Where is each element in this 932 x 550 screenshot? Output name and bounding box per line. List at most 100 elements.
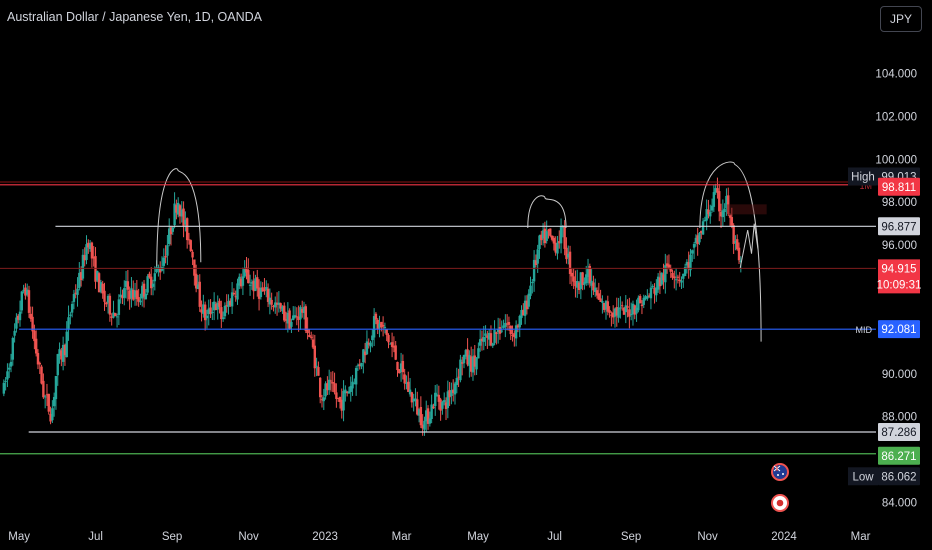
candle bbox=[238, 273, 241, 290]
candle bbox=[486, 330, 489, 349]
candle-body bbox=[212, 301, 216, 311]
currency-button[interactable]: JPY bbox=[880, 6, 922, 32]
x-tick-label[interactable]: May bbox=[8, 531, 30, 543]
candle bbox=[710, 198, 714, 213]
candle-body bbox=[509, 325, 512, 335]
x-tick-label[interactable]: Mar bbox=[851, 531, 871, 543]
candle bbox=[707, 199, 710, 219]
candle-body bbox=[274, 302, 277, 308]
candle-body bbox=[577, 282, 581, 290]
y-tick-label[interactable]: 102.000 bbox=[875, 111, 917, 123]
candle-body bbox=[604, 301, 608, 310]
current-price-label: 94.915 10:09:31 bbox=[877, 259, 921, 294]
y-tick-label[interactable]: 104.000 bbox=[875, 69, 917, 81]
x-tick-label[interactable]: Nov bbox=[697, 531, 718, 543]
x-tick-label[interactable]: Nov bbox=[238, 531, 259, 543]
candle bbox=[568, 245, 572, 285]
candle bbox=[4, 377, 7, 391]
x-tick-label[interactable]: Jul bbox=[547, 531, 562, 543]
candle bbox=[466, 338, 469, 367]
candle bbox=[243, 260, 246, 278]
candle bbox=[239, 273, 243, 289]
candle-body bbox=[191, 251, 194, 258]
candle-body bbox=[265, 287, 268, 290]
candle-body bbox=[394, 345, 397, 360]
candle-body bbox=[52, 397, 56, 407]
candle-body bbox=[85, 244, 88, 260]
y-tick-label[interactable]: 90.000 bbox=[882, 369, 917, 381]
candle bbox=[653, 283, 656, 304]
y-tick-label[interactable]: 96.000 bbox=[882, 240, 917, 252]
x-tick-label[interactable]: May bbox=[467, 531, 489, 543]
y-tick-label[interactable]: 88.000 bbox=[882, 412, 917, 424]
x-tick-label[interactable]: 2023 bbox=[312, 531, 338, 543]
candle-body bbox=[389, 343, 392, 345]
japan-flag-icon[interactable] bbox=[771, 494, 789, 512]
candle bbox=[254, 274, 257, 292]
candle bbox=[407, 371, 410, 393]
candle-body bbox=[115, 316, 119, 318]
y-tick-label[interactable]: 84.000 bbox=[882, 498, 917, 510]
candle bbox=[105, 301, 108, 308]
candle bbox=[360, 362, 363, 370]
candle-body bbox=[18, 311, 22, 321]
candle bbox=[405, 375, 408, 390]
pattern-annotations bbox=[156, 161, 767, 342]
candle-body bbox=[622, 307, 626, 315]
candle bbox=[281, 305, 284, 314]
candle-body bbox=[656, 276, 660, 290]
candle bbox=[574, 270, 577, 298]
x-tick-label[interactable]: Jul bbox=[88, 531, 103, 543]
candle bbox=[638, 294, 642, 304]
candle-body bbox=[543, 228, 547, 244]
candle-body bbox=[94, 256, 97, 282]
candle bbox=[49, 406, 52, 425]
candle bbox=[220, 300, 223, 328]
candle bbox=[619, 296, 622, 319]
y-tick-label[interactable]: 100.000 bbox=[875, 154, 917, 166]
candle bbox=[511, 325, 514, 342]
candle-body bbox=[245, 267, 248, 273]
candle bbox=[615, 297, 618, 327]
high-name-label: High bbox=[848, 167, 878, 186]
candle bbox=[302, 301, 306, 320]
time-axis[interactable]: May Jul Sep Nov 2023 Mar May Jul Sep Nov 2024 Mar bbox=[8, 531, 870, 543]
candle-body bbox=[633, 305, 636, 315]
candle-body bbox=[33, 330, 36, 342]
candle bbox=[383, 322, 387, 334]
candle-body bbox=[221, 317, 225, 320]
candle-body bbox=[581, 272, 584, 286]
resistance-tag: 1M bbox=[859, 181, 872, 191]
candle bbox=[624, 295, 627, 324]
candle-body bbox=[24, 287, 27, 296]
candle bbox=[394, 341, 397, 361]
x-tick-label[interactable]: Sep bbox=[621, 531, 641, 543]
candle bbox=[475, 357, 478, 375]
resistance-price-label-bg bbox=[878, 177, 920, 196]
candle bbox=[419, 396, 423, 429]
candle-body bbox=[491, 343, 494, 346]
candle-body bbox=[610, 314, 613, 316]
x-tick-label[interactable]: 2024 bbox=[771, 531, 797, 543]
candle bbox=[268, 288, 272, 315]
candle-body bbox=[545, 231, 548, 241]
candle-body bbox=[345, 391, 349, 393]
candle bbox=[265, 280, 268, 298]
candle-body bbox=[238, 276, 241, 286]
y-tick-label[interactable]: 98.000 bbox=[882, 197, 917, 209]
candle-body bbox=[399, 363, 403, 373]
candle bbox=[631, 300, 635, 326]
candle-body bbox=[4, 380, 7, 382]
australia-flag-icon[interactable] bbox=[771, 463, 789, 481]
candle bbox=[606, 295, 609, 316]
x-tick-label[interactable]: Mar bbox=[392, 531, 412, 543]
candle-body bbox=[45, 394, 49, 396]
candle-body bbox=[203, 304, 207, 321]
x-tick-label[interactable]: Sep bbox=[162, 531, 182, 543]
candle bbox=[272, 304, 275, 312]
candle bbox=[311, 334, 315, 349]
candle-body bbox=[266, 288, 270, 302]
candle-body bbox=[211, 312, 214, 314]
